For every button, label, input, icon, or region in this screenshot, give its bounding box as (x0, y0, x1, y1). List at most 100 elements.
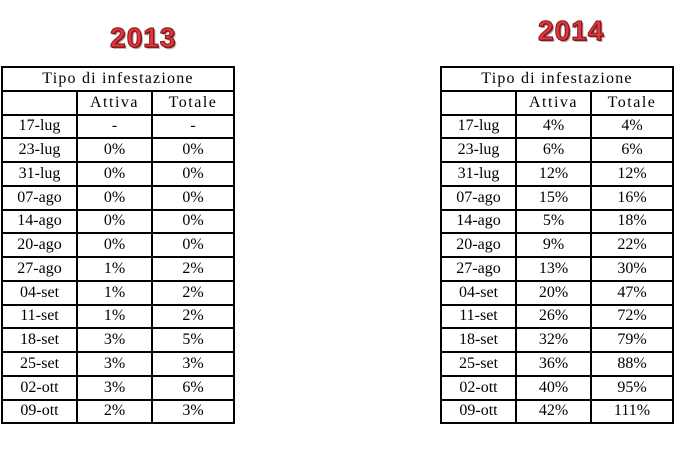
date-cell: 09-ott (440, 398, 517, 425)
title-row: Tipo di infestazione (440, 66, 674, 92)
table-row: 20-ago 0% 0% (1, 232, 235, 258)
total-cell: 4% (590, 113, 674, 140)
total-cell: 0% (151, 161, 235, 187)
active-cell: 26% (515, 303, 592, 330)
header-active: Attiva (515, 89, 592, 116)
table-row: 04-set 20% 47% (440, 279, 674, 306)
total-cell: 2% (151, 279, 235, 306)
date-cell: 17-lug (1, 113, 78, 140)
total-cell: 47% (590, 279, 674, 306)
active-cell: 0% (76, 137, 153, 163)
active-cell: 9% (515, 232, 592, 258)
table-row: 17-lug - - (1, 113, 235, 140)
date-cell: 25-set (440, 351, 517, 377)
active-cell: 12% (515, 161, 592, 187)
active-cell: 3% (76, 374, 153, 401)
table-row: 25-set 36% 88% (440, 351, 674, 377)
date-cell: 17-lug (440, 113, 517, 140)
active-cell: 2% (76, 398, 153, 425)
date-cell: 14-ago (1, 208, 78, 235)
date-cell: 04-set (1, 279, 78, 306)
date-cell: 23-lug (1, 137, 78, 163)
total-cell: 6% (590, 137, 674, 163)
header-date-cell (1, 89, 78, 116)
date-cell: 20-ago (440, 232, 517, 258)
active-cell: 3% (76, 351, 153, 377)
total-cell: 6% (151, 374, 235, 401)
date-cell: 31-lug (1, 161, 78, 187)
date-cell: 14-ago (440, 208, 517, 235)
header-active: Attiva (76, 89, 153, 116)
active-cell: 4% (515, 113, 592, 140)
date-cell: 27-ago (1, 256, 78, 282)
date-cell: 25-set (1, 351, 78, 377)
active-cell: 3% (76, 327, 153, 353)
date-cell: 09-ott (1, 398, 78, 425)
table-row: 14-ago 5% 18% (440, 208, 674, 235)
total-cell: 3% (151, 398, 235, 425)
total-cell: 18% (590, 208, 674, 235)
active-cell: 15% (515, 184, 592, 211)
table-row: 07-ago 0% 0% (1, 184, 235, 211)
table-row: 27-ago 13% 30% (440, 256, 674, 282)
table-row: 18-set 32% 79% (440, 327, 674, 353)
active-cell: 6% (515, 137, 592, 163)
total-cell: 3% (151, 351, 235, 377)
table-row: 02-ott 3% 6% (1, 374, 235, 401)
table-title: Tipo di infestazione (440, 66, 674, 92)
date-cell: 07-ago (1, 184, 78, 211)
date-cell: 02-ott (440, 374, 517, 401)
total-cell: 16% (590, 184, 674, 211)
table-row: 23-lug 0% 0% (1, 137, 235, 163)
table-row: 04-set 1% 2% (1, 279, 235, 306)
date-cell: 02-ott (1, 374, 78, 401)
date-cell: 04-set (440, 279, 517, 306)
total-cell: 22% (590, 232, 674, 258)
active-cell: 32% (515, 327, 592, 353)
active-cell: 0% (76, 208, 153, 235)
active-cell: 1% (76, 256, 153, 282)
total-cell: 2% (151, 256, 235, 282)
total-cell: 0% (151, 232, 235, 258)
year-title-2014: 2014 (537, 15, 605, 46)
date-cell: 20-ago (1, 232, 78, 258)
table-row: 27-ago 1% 2% (1, 256, 235, 282)
total-cell: 0% (151, 208, 235, 235)
table-row: 09-ott 42% 111% (440, 398, 674, 425)
total-cell: 111% (590, 398, 674, 425)
active-cell: 20% (515, 279, 592, 306)
infestation-table-2013: Tipo di infestazione Attiva Totale 17-lu… (1, 66, 235, 425)
table-row: 09-ott 2% 3% (1, 398, 235, 425)
date-cell: 07-ago (440, 184, 517, 211)
date-cell: 31-lug (440, 161, 517, 187)
active-cell: 36% (515, 351, 592, 377)
date-cell: 18-set (1, 327, 78, 353)
year-title-2013: 2013 (109, 22, 177, 53)
table-row: 31-lug 0% 0% (1, 161, 235, 187)
total-cell: 0% (151, 137, 235, 163)
active-cell: 5% (515, 208, 592, 235)
total-cell: 12% (590, 161, 674, 187)
active-cell: 0% (76, 232, 153, 258)
header-date-cell (440, 89, 517, 116)
active-cell: - (76, 113, 153, 140)
active-cell: 0% (76, 161, 153, 187)
date-cell: 27-ago (440, 256, 517, 282)
table-row: 14-ago 0% 0% (1, 208, 235, 235)
total-cell: 88% (590, 351, 674, 377)
table-row: 11-set 26% 72% (440, 303, 674, 330)
active-cell: 13% (515, 256, 592, 282)
date-cell: 23-lug (440, 137, 517, 163)
total-cell: 95% (590, 374, 674, 401)
table-row: 11-set 1% 2% (1, 303, 235, 330)
total-cell: 72% (590, 303, 674, 330)
table-row: 02-ott 40% 95% (440, 374, 674, 401)
active-cell: 1% (76, 279, 153, 306)
header-total: Totale (590, 89, 674, 116)
table-row: 23-lug 6% 6% (440, 137, 674, 163)
column-header-row: Attiva Totale (1, 89, 235, 116)
date-cell: 11-set (440, 303, 517, 330)
total-cell: 0% (151, 184, 235, 211)
active-cell: 1% (76, 303, 153, 330)
table-title: Tipo di infestazione (1, 66, 235, 92)
